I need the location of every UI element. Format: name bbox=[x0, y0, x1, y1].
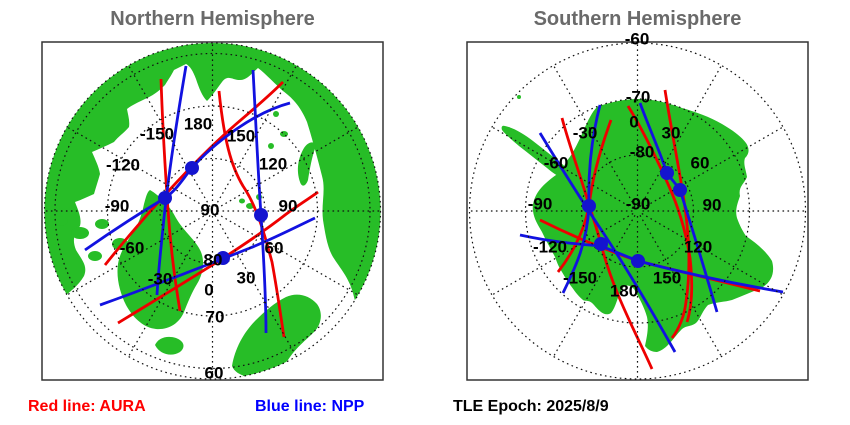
south-meridian-line bbox=[641, 126, 784, 210]
south-latitude-circle bbox=[524, 98, 751, 324]
north-clipped-layer bbox=[44, 43, 381, 379]
south-graticule bbox=[468, 42, 807, 380]
north-island bbox=[71, 227, 89, 239]
north-npp-track bbox=[99, 216, 316, 307]
south-longitude-label: 150 bbox=[653, 269, 681, 288]
north-meridian-line bbox=[216, 212, 359, 296]
north-longitude-label: -120 bbox=[106, 156, 140, 175]
north-longitude-label: -30 bbox=[148, 270, 173, 289]
north-npp-track bbox=[84, 101, 291, 252]
south-meridian-line bbox=[552, 65, 636, 207]
legend-blue-npp: Blue line: NPP bbox=[255, 398, 365, 415]
north-grid-labels: 180 -150 150 -120 120 -90 90 -60 60 -30 30 0 90 80 70 6… bbox=[105, 115, 298, 383]
south-longitude-label: -60 bbox=[544, 154, 569, 173]
north-meridian-line bbox=[66, 126, 209, 210]
north-longitude-label: 90 bbox=[279, 197, 298, 216]
south-hemisphere-title: Southern Hemisphere bbox=[533, 8, 742, 30]
south-satellite-position-dot bbox=[660, 166, 674, 180]
north-meridian-line bbox=[214, 215, 298, 357]
south-longitude-label: -120 bbox=[533, 238, 567, 257]
south-longitude-label: 90 bbox=[703, 196, 722, 215]
south-longitude-label: 0 bbox=[629, 113, 638, 132]
south-meridian-line bbox=[639, 215, 723, 357]
south-longitude-label: 180 bbox=[610, 282, 638, 301]
north-longitude-label: -150 bbox=[140, 125, 174, 144]
north-longitude-label: -90 bbox=[105, 197, 130, 216]
north-longitude-label: 30 bbox=[237, 269, 256, 288]
north-aura-track bbox=[159, 78, 182, 312]
legend-tle-epoch: TLE Epoch: 2025/8/9 bbox=[453, 398, 609, 415]
north-meridian-line bbox=[216, 126, 359, 210]
north-island bbox=[239, 198, 245, 204]
south-hemisphere-map: 0306090120150180-150-120-90-60-30-60-70-… bbox=[466, 30, 809, 381]
north-latitude-label: 90 bbox=[201, 201, 220, 220]
south-aura-track bbox=[560, 117, 654, 370]
north-longitude-label: 150 bbox=[227, 127, 255, 146]
south-aura-track bbox=[626, 105, 694, 323]
north-latitude-circle bbox=[43, 42, 382, 380]
north-landmass bbox=[232, 294, 321, 378]
north-latitude-label: 80 bbox=[204, 251, 223, 270]
north-meridian-line bbox=[214, 65, 298, 207]
south-grid-labels: 0306090120150180-150-120-90-60-30-60-70-… bbox=[528, 30, 722, 301]
south-latitude-label: -80 bbox=[630, 143, 655, 162]
north-longitude-label: 120 bbox=[259, 155, 287, 174]
north-satellite-position-dot bbox=[216, 251, 230, 265]
south-meridian-line bbox=[641, 212, 784, 296]
north-satellite-position-dot bbox=[254, 208, 268, 222]
south-longitude-label: -90 bbox=[528, 195, 553, 214]
south-npp-track bbox=[519, 233, 784, 294]
north-island bbox=[52, 216, 68, 226]
south-meridian-line bbox=[639, 65, 723, 207]
north-latitude-label: 70 bbox=[206, 308, 225, 327]
south-longitude-label: 60 bbox=[691, 154, 710, 173]
north-landmass bbox=[155, 336, 184, 355]
north-longitude-label: 60 bbox=[265, 239, 284, 258]
south-satellite-position-dot bbox=[594, 237, 608, 251]
north-meridian-line bbox=[66, 212, 209, 296]
south-satellite-position-dot bbox=[582, 199, 596, 213]
south-npp-track bbox=[538, 132, 677, 353]
south-longitude-label: -30 bbox=[573, 124, 598, 143]
south-meridian-line bbox=[552, 215, 636, 357]
south-latitude-label: -90 bbox=[626, 195, 651, 214]
south-satellite-position-dot bbox=[631, 254, 645, 268]
north-island bbox=[273, 111, 279, 117]
north-island bbox=[268, 143, 274, 149]
south-satellite-position-dot bbox=[673, 183, 687, 197]
south-latitude-label: -60 bbox=[625, 30, 650, 49]
south-landmass bbox=[532, 99, 774, 352]
south-landmass bbox=[501, 125, 568, 177]
north-meridian-line bbox=[127, 65, 211, 207]
north-island bbox=[248, 362, 258, 376]
north-meridian-line bbox=[127, 215, 211, 357]
north-latitude-label: 60 bbox=[205, 364, 224, 383]
south-longitude-label: 30 bbox=[662, 124, 681, 143]
north-satellite-position-dot bbox=[158, 191, 172, 205]
north-npp-track bbox=[155, 65, 188, 296]
north-longitude-label: 180 bbox=[184, 115, 212, 134]
south-longitude-label: 120 bbox=[684, 238, 712, 257]
south-longitude-label: -150 bbox=[563, 269, 597, 288]
south-meridian-line bbox=[491, 126, 634, 210]
north-hemisphere-map: 180 -150 150 -120 120 -90 90 -60 60 -30 30 0 90 80 70 6… bbox=[41, 41, 384, 383]
south-island bbox=[517, 95, 521, 99]
north-latitude-circle bbox=[54, 52, 371, 370]
north-hemisphere-title: Northern Hemisphere bbox=[110, 8, 315, 30]
north-landmass bbox=[44, 43, 381, 340]
north-aura-track bbox=[103, 81, 284, 266]
south-clipped-layer bbox=[501, 89, 784, 370]
north-satellite-position-dot bbox=[185, 161, 199, 175]
north-longitude-label: 0 bbox=[204, 281, 213, 300]
south-latitude-circle bbox=[468, 42, 807, 380]
south-aura-track bbox=[663, 89, 691, 339]
south-latitude-label: -70 bbox=[626, 88, 651, 107]
south-meridian-line bbox=[491, 212, 634, 296]
north-island bbox=[88, 251, 102, 261]
north-longitude-label: -60 bbox=[120, 239, 145, 258]
north-island bbox=[95, 219, 109, 229]
legend-red-aura: Red line: AURA bbox=[28, 398, 146, 415]
